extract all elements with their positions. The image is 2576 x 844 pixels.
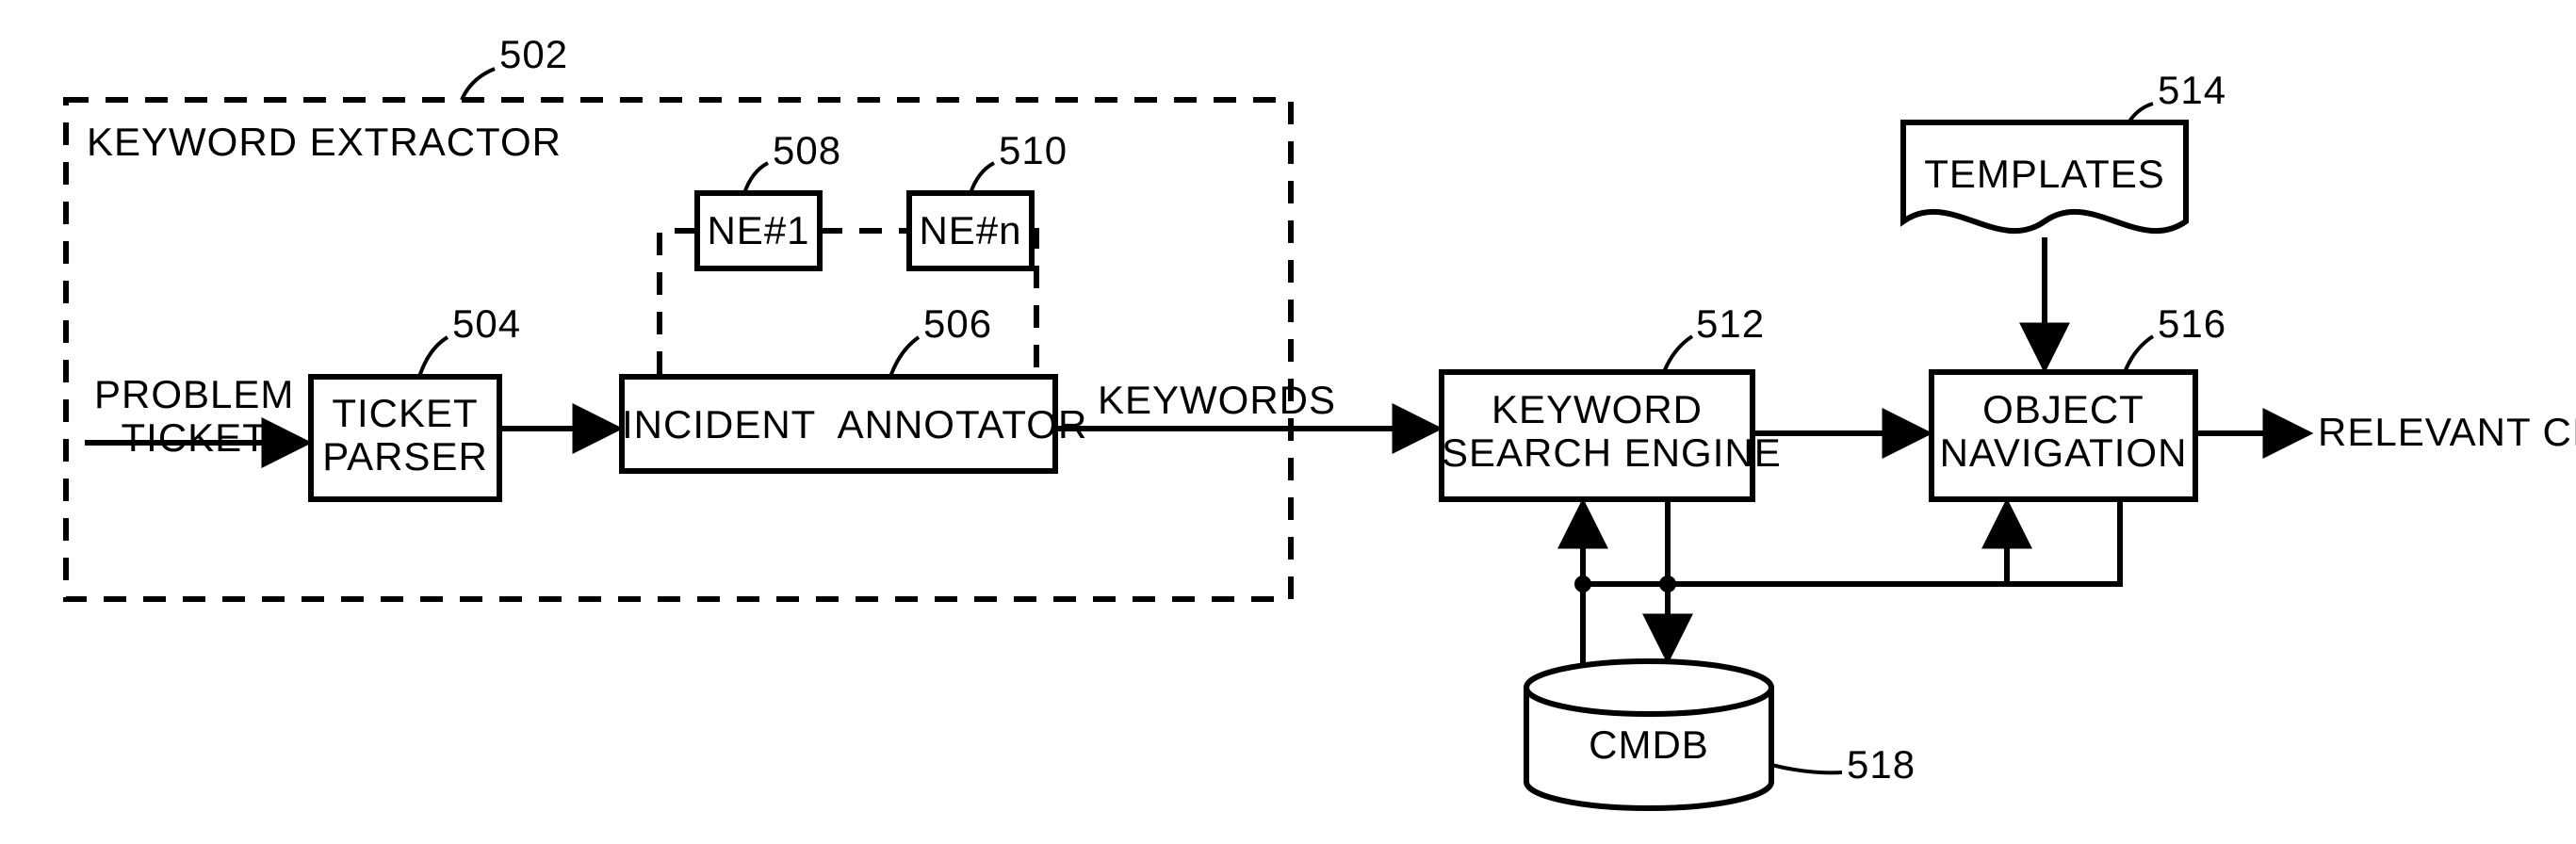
ref-510: 510 [999,128,1068,173]
relevant-cis-label: RELEVANT CIs' [2318,411,2576,454]
ref-leader-510 [970,163,994,193]
keyword-extractor-container [66,100,1291,599]
ticket-parser-label: TICKET PARSER [311,392,499,479]
problem-ticket-label: PROBLEM TICKET [94,373,294,460]
keywords-label: KEYWORDS [1098,379,1336,422]
ref-518: 518 [1847,742,1916,787]
object-nav-label: OBJECT NAVIGATION [1932,388,2195,475]
ref-504: 504 [452,301,521,347]
keyword-search-label: KEYWORD SEARCH ENGINE [1442,388,1753,475]
ref-502: 502 [499,32,568,77]
ref-508: 508 [773,128,841,173]
ref-leader-508 [744,163,768,193]
keyword-extractor-label: KEYWORD EXTRACTOR [87,121,562,164]
nen-label: NE#n [909,209,1032,252]
ref-516: 516 [2158,301,2226,347]
ne1-annotator-link [660,231,697,377]
ref-leader-502 [462,69,495,100]
templates-label: TEMPLATES [1903,153,2186,196]
cmdb-label: CMDB [1526,723,1771,767]
ref-506: 506 [923,301,992,347]
ref-leader-506 [890,337,919,377]
ref-leader-512 [1664,336,1692,372]
arrow-cmdb-to-objnav [1668,503,2007,584]
ne1-label: NE#1 [697,209,820,252]
ref-512: 512 [1696,301,1765,347]
ref-leader-518 [1771,765,1842,772]
arrow-objnav-to-cmdb-join [1583,499,2120,584]
ref-leader-504 [419,337,448,377]
incident-annotator-label: INCIDENT ANNOTATOR [622,403,1055,446]
ref-514: 514 [2158,68,2226,113]
ref-leader-516 [2125,336,2153,372]
